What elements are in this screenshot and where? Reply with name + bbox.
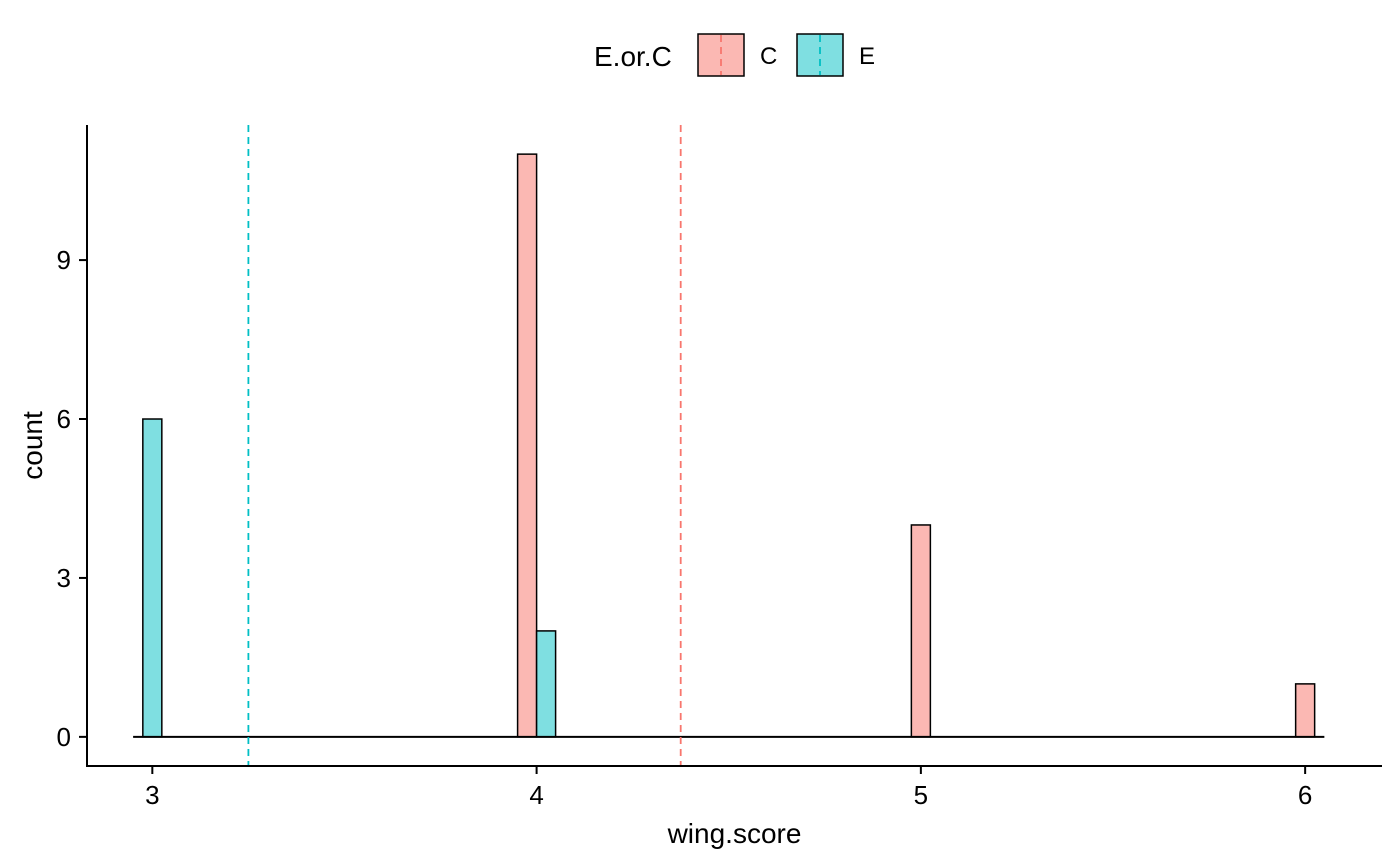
legend-title: E.or.C — [594, 41, 672, 72]
y-tick-label-6: 6 — [57, 404, 71, 434]
x-tick-label-4: 4 — [529, 780, 543, 810]
y-axis-title: count — [17, 411, 48, 480]
plot-area — [133, 125, 1325, 766]
x-tick-label-5: 5 — [914, 780, 928, 810]
y-tick-label-0: 0 — [57, 722, 71, 752]
bar-E-3 — [142, 418, 163, 738]
axes: 3 4 5 6 0 3 6 9 — [57, 125, 1382, 810]
legend: E.or.C C E — [594, 33, 875, 77]
legend-label-E: E — [859, 43, 875, 70]
bar-C-4 — [516, 153, 538, 738]
legend-label-C: C — [760, 43, 777, 70]
bar-C-6 — [1294, 683, 1316, 738]
x-axis-title: wing.score — [667, 818, 802, 849]
x-tick-label-3: 3 — [145, 780, 159, 810]
bar-E-4 — [535, 630, 557, 738]
y-tick-label-9: 9 — [57, 245, 71, 275]
y-tick-label-3: 3 — [57, 563, 71, 593]
bar-C-5 — [910, 524, 932, 738]
x-tick-label-6: 6 — [1298, 780, 1312, 810]
